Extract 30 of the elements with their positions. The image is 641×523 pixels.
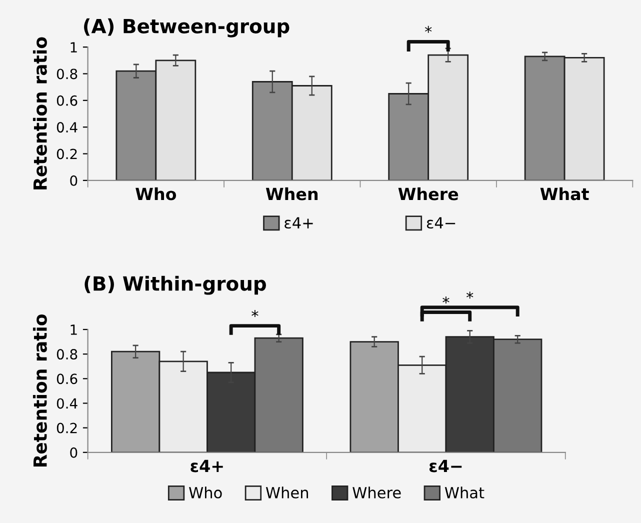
y-tick-label: 0 <box>70 447 78 458</box>
y-tick-label: 0.8 <box>56 68 78 80</box>
y-tick-label: 0.2 <box>56 422 77 434</box>
legend-label: Where <box>352 486 401 498</box>
x-tick-label: What <box>540 187 589 200</box>
text: * <box>252 310 258 318</box>
y-tick-label: 1 <box>70 324 77 335</box>
text: * <box>466 292 474 299</box>
y-tick-label: 0.6 <box>56 95 78 106</box>
legend-label: ε4− <box>426 217 456 229</box>
text: * <box>442 296 450 304</box>
y-tick-label: 0.4 <box>56 122 78 133</box>
y-axis-title: Retention ratio <box>32 37 47 190</box>
x-tick-label: Who <box>136 187 176 200</box>
y-axis-title: Retention ratio <box>32 314 47 467</box>
text: * <box>424 26 432 33</box>
chart-title: (B) Within-group <box>84 276 266 295</box>
x-tick-label: When <box>266 187 318 200</box>
legend-label: ε4+ <box>284 217 313 229</box>
chart-title: (A) Between-group <box>84 18 290 38</box>
legend-label: Who <box>189 486 222 498</box>
x-tick-label: Where <box>398 187 458 200</box>
y-tick-label: 0.4 <box>56 398 78 409</box>
y-tick-label: 0 <box>70 175 78 186</box>
legend-label: When <box>266 486 308 498</box>
y-tick-label: 0.2 <box>56 148 77 160</box>
y-tick-label: 0.6 <box>56 374 78 384</box>
y-tick-label: 0.8 <box>56 349 78 360</box>
legend-label: What <box>444 486 484 498</box>
y-tick-label: 1 <box>70 42 77 52</box>
